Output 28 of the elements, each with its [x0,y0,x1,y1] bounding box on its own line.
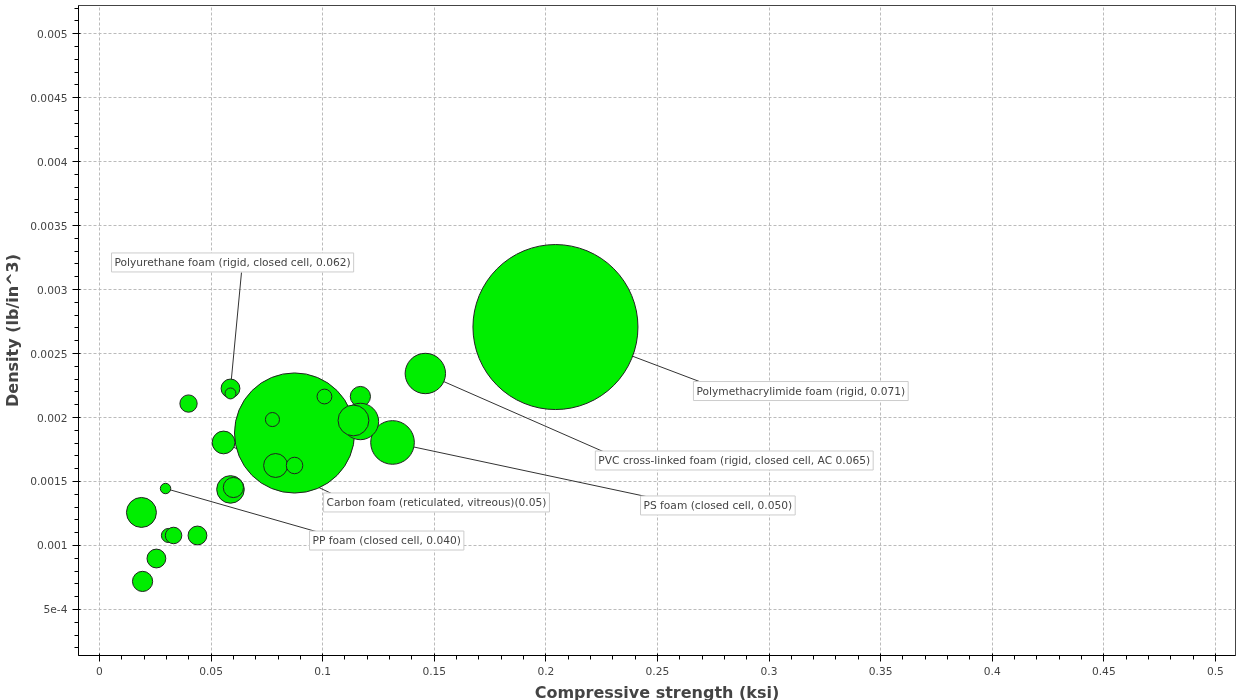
y-tick-label: 0.002 [36,411,68,425]
annotation: PS foam (closed cell, 0.050) [643,498,793,512]
annotation: Carbon foam (reticulated, vitreous)(0.05) [326,495,547,509]
x-tick-label: 0.2 [537,664,555,678]
annotation: Polyurethane foam (rigid, closed cell, 0.062) [114,255,351,269]
y-tick-label: 0.004 [36,155,68,169]
x-tick-label: 0.45 [1091,664,1116,678]
y-tick-label: 0.001 [36,539,68,553]
annotation: PVC cross-linked foam (rigid, closed cell, AC 0.065) [598,453,871,467]
y-tick-label: 0.0025 [30,347,68,361]
y-axis-title: Density (lb/in^3) [3,254,23,407]
x-tick-label: 0.1 [314,664,332,678]
annotation: Polymethacrylimide foam (rigid, 0.071) [696,384,906,398]
x-tick-label: 0.15 [422,664,447,678]
y-tick-label: 0.0045 [30,91,68,105]
x-tick-label: 0.5 [1206,664,1224,678]
y-tick-label: 5e-4 [43,603,68,617]
x-tick-label: 0.4 [983,664,1001,678]
x-tick-label: 0 [96,664,104,678]
x-tick-label: 0.3 [760,664,778,678]
x-tick-label: 0.35 [868,664,893,678]
y-tick-label: 0.005 [36,27,68,41]
y-tick-label: 0.003 [36,283,68,297]
y-tick-label: 0.0015 [30,475,68,489]
y-tick-label: 0.0035 [30,219,68,233]
x-tick-label: 0.25 [645,664,670,678]
x-tick-label: 0.05 [199,664,223,678]
annotation: PP foam (closed cell, 0.040) [312,534,461,548]
